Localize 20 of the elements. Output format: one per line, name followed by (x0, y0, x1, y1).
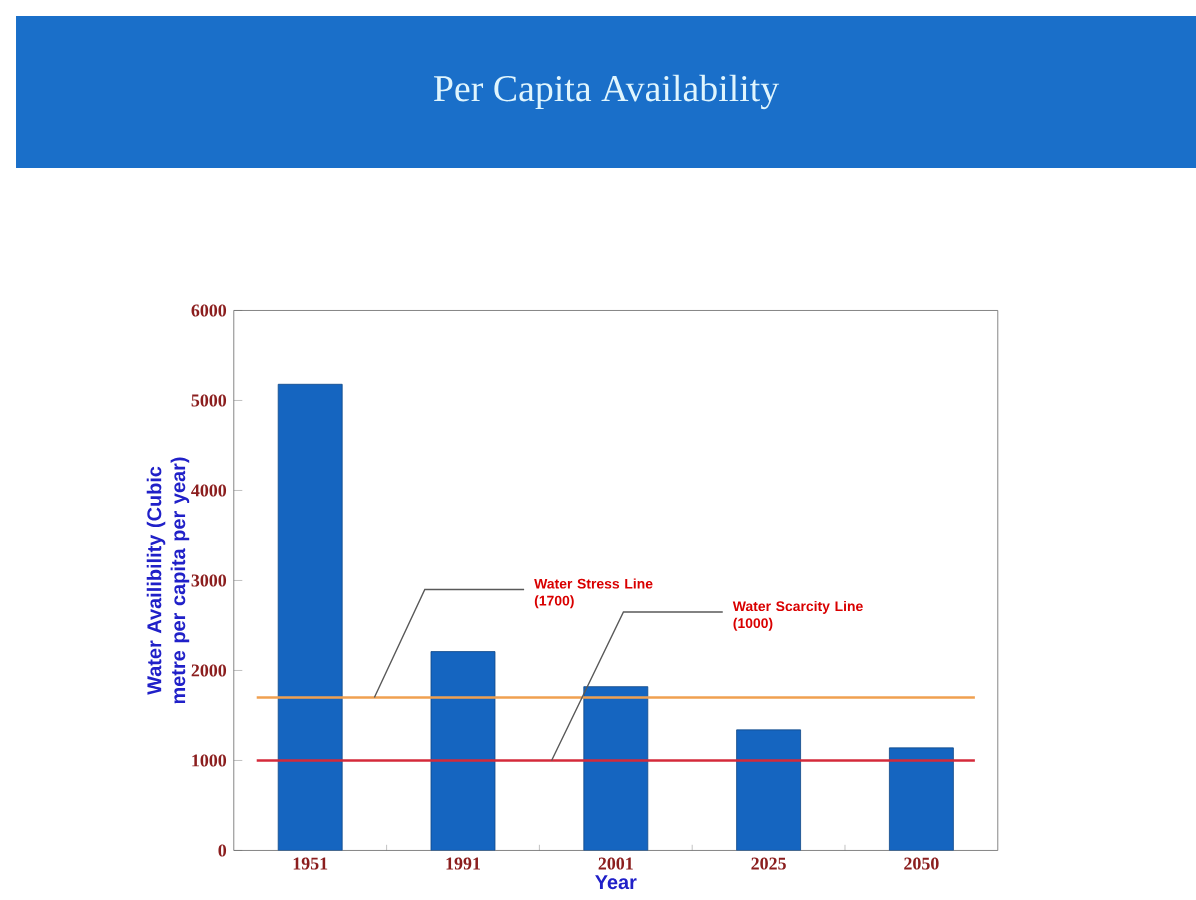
x-tick-label: 1951 (293, 857, 328, 870)
x-tick-label: 2050 (904, 857, 939, 870)
y-tick-label: 4000 (191, 484, 227, 497)
y-tick-label: 0 (218, 844, 227, 857)
y-tick-label: 6000 (191, 304, 227, 317)
bar (583, 686, 649, 851)
y-tick-label: 1000 (192, 754, 227, 767)
x-tick-label: 2025 (751, 857, 786, 870)
x-tick-label: 2001 (598, 857, 633, 870)
y-tick-label: 3000 (191, 574, 227, 587)
x-axis-title: Year (595, 875, 637, 890)
x-tick-label: 1991 (446, 857, 480, 870)
y-axis-title: Water Availibility (Cubic metre per capita per year) (146, 457, 190, 704)
bar (889, 747, 954, 851)
y-tick-label: 5000 (191, 394, 227, 407)
bar (277, 383, 343, 851)
chart-title: Per Capita Availability (433, 74, 780, 110)
y-tick-label: 2000 (191, 664, 227, 677)
bar (430, 651, 496, 851)
bar (736, 729, 801, 851)
